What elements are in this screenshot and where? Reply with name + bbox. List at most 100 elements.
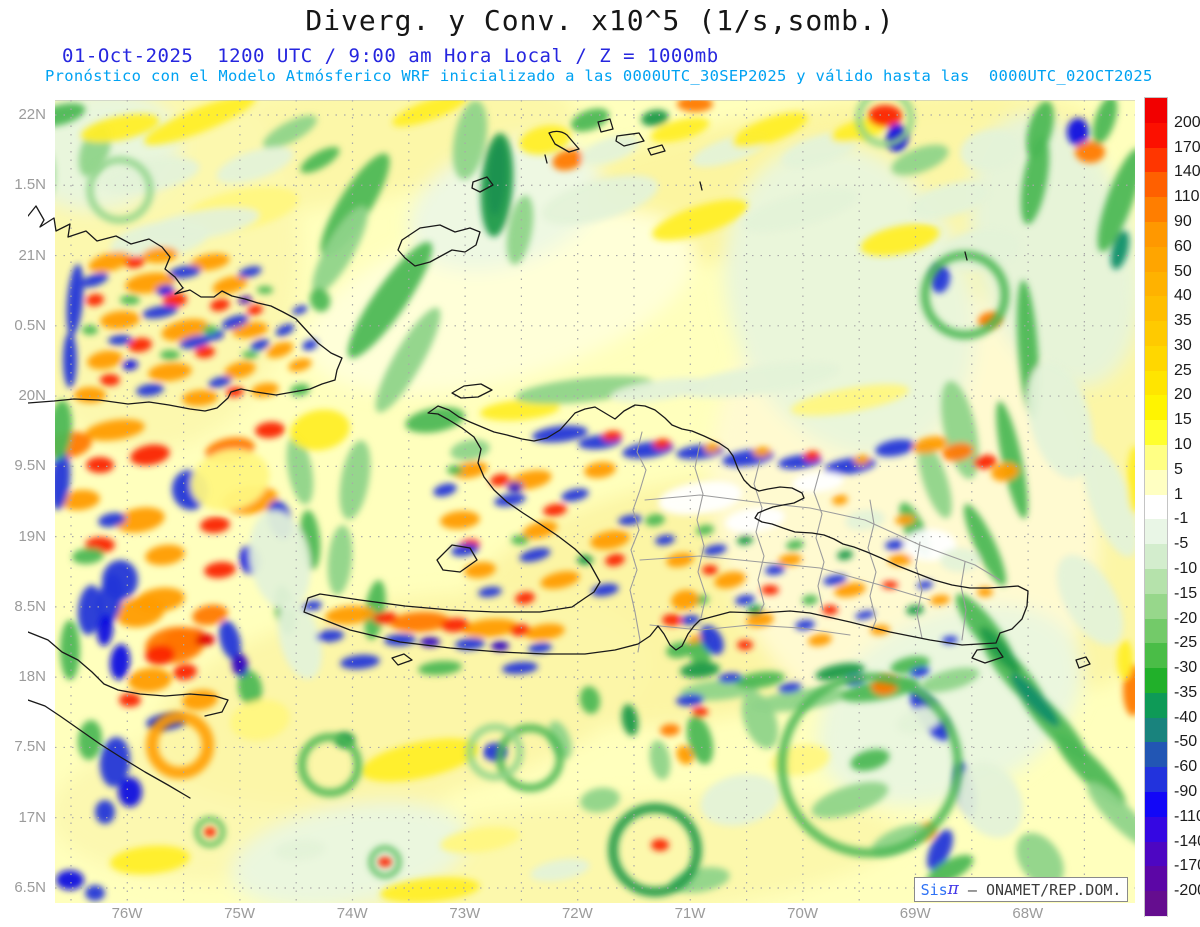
colorbar-tick-label: -60	[1174, 758, 1198, 776]
colorbar-segment	[1145, 197, 1167, 223]
colorbar-tick-label: -1	[1174, 510, 1189, 528]
lat-tick-label: 20N	[18, 387, 46, 405]
colorbar-segment	[1145, 345, 1167, 372]
colorbar-segment	[1145, 568, 1167, 595]
coast-jamaica-1	[28, 631, 229, 717]
graticule-dotted	[55, 100, 1135, 903]
colorbar-tick-label: 10	[1174, 436, 1192, 454]
pi-logo-icon: π	[947, 879, 959, 899]
colorbar-tick-label: -35	[1174, 683, 1198, 701]
colorbar-segment	[1145, 618, 1167, 645]
lat-tick-label: 22N	[18, 106, 46, 123]
colorbar-tick-label: 30	[1174, 336, 1192, 354]
colorbar-segment	[1145, 469, 1167, 496]
colorbar-segment	[1145, 841, 1167, 868]
colorbar-tick-label: 40	[1174, 287, 1192, 305]
colorbar-tick-label: 5	[1174, 460, 1183, 478]
colorbar-segment	[1145, 816, 1167, 843]
colorbar-segment	[1145, 866, 1167, 893]
lat-tick-label: 6.5N	[14, 878, 46, 896]
colorbar-tick-label: 170	[1174, 138, 1200, 156]
colorbar-segment	[1145, 370, 1167, 397]
colorbar-tick-label: -25	[1174, 634, 1198, 652]
lat-tick-label: 8.5N	[14, 597, 46, 615]
attribution-brand: Sis	[920, 880, 948, 899]
colorbar-segment	[1145, 147, 1167, 174]
colorbar-tick-label: 90	[1174, 212, 1192, 230]
colorbar-tick-label: -15	[1174, 584, 1198, 602]
coastlines	[28, 118, 1091, 799]
coast-hispaniola	[303, 404, 1029, 655]
colorbar-segment	[1145, 593, 1167, 620]
colorbar-tick-label: -20	[1174, 609, 1198, 627]
colorbar-segment	[1145, 296, 1167, 323]
coast-mona	[1075, 656, 1091, 669]
lon-tick-label: 68W	[1012, 905, 1044, 922]
colorbar-tick-label: -110	[1174, 807, 1200, 825]
chart-title: Diverg. y Conv. x10^5 (1/s,somb.)	[305, 4, 895, 37]
colorbar-tick-label: -140	[1174, 832, 1200, 850]
colorbar	[1144, 97, 1168, 917]
lat-tick-label: 18N	[18, 668, 46, 686]
coast-turks-2	[548, 130, 580, 153]
colorbar-segment	[1145, 494, 1167, 521]
coast-jamaica-2	[28, 699, 191, 799]
coast-gonave	[436, 544, 478, 573]
coast-turks-3	[615, 132, 645, 147]
colorbar-tick-label: -5	[1174, 535, 1189, 553]
coast-cay-1	[544, 154, 548, 164]
lat-tick-label: 21N	[18, 246, 46, 264]
colorbar-tick-label: 15	[1174, 411, 1192, 429]
colorbar-segment	[1145, 668, 1167, 694]
colorbar-tick-label: 110	[1174, 188, 1200, 206]
valid-time-line: 01-Oct-2025 1200 UTC / 9:00 am Hora Loca…	[62, 45, 719, 67]
colorbar-segment	[1145, 172, 1167, 199]
colorbar-segment	[1145, 742, 1167, 769]
colorbar-segment	[1145, 98, 1167, 124]
colorbar-segment	[1145, 544, 1167, 570]
colorbar-tick-label: 50	[1174, 262, 1192, 280]
colorbar-tick-label: 25	[1174, 361, 1192, 379]
attribution-org: – ONAMET/REP.DOM.	[958, 880, 1122, 899]
coast-saona	[971, 647, 1004, 664]
colorbar-tick-label: 60	[1174, 237, 1192, 255]
colorbar-segment	[1145, 643, 1167, 670]
coast-turks-4	[647, 144, 666, 156]
coast-great-inagua	[397, 224, 481, 267]
lon-tick-label: 73W	[449, 905, 481, 922]
lon-tick-label: 69W	[899, 905, 931, 922]
lat-tick-label: 9.5N	[14, 457, 46, 475]
colorbar-segment	[1145, 246, 1167, 273]
colorbar-tick-label: 35	[1174, 312, 1192, 330]
colorbar-tick-label: 1	[1174, 485, 1183, 503]
coast-turks-1	[597, 118, 614, 133]
coast-cay-2	[699, 181, 703, 191]
colorbar-segment	[1145, 221, 1167, 248]
colorbar-segment	[1145, 420, 1167, 447]
colorbar-tick-label: 140	[1174, 163, 1200, 181]
coast-tortuga	[451, 383, 493, 399]
colorbar-segment	[1145, 122, 1167, 149]
colorbar-tick-label: -90	[1174, 783, 1198, 801]
lat-tick-label: 19N	[18, 527, 46, 545]
colorbar-segment	[1145, 891, 1167, 917]
coast-little-inagua	[471, 176, 494, 193]
colorbar-tick-label: -40	[1174, 708, 1198, 726]
lon-tick-label: 76W	[111, 905, 143, 922]
lat-tick-label: 7.5N	[14, 738, 46, 756]
lat-tick-label: 17N	[18, 808, 46, 826]
colorbar-tick-label: -170	[1174, 857, 1200, 875]
colorbar-segment	[1145, 321, 1167, 347]
admin-borders	[629, 431, 1001, 653]
colorbar-segment	[1145, 692, 1167, 719]
lat-tick-label: 1.5N	[14, 176, 46, 194]
colorbar-segment	[1145, 717, 1167, 744]
colorbar-tick-label: 200	[1174, 113, 1200, 131]
colorbar-tick-label: -10	[1174, 559, 1198, 577]
colorbar-segment	[1145, 271, 1167, 298]
lon-tick-label: 71W	[674, 905, 706, 922]
coast-cuba	[28, 205, 343, 412]
colorbar-segment	[1145, 767, 1167, 794]
forecast-model-line: Pronóstico con el Modelo Atmósferico WRF…	[45, 67, 1153, 85]
